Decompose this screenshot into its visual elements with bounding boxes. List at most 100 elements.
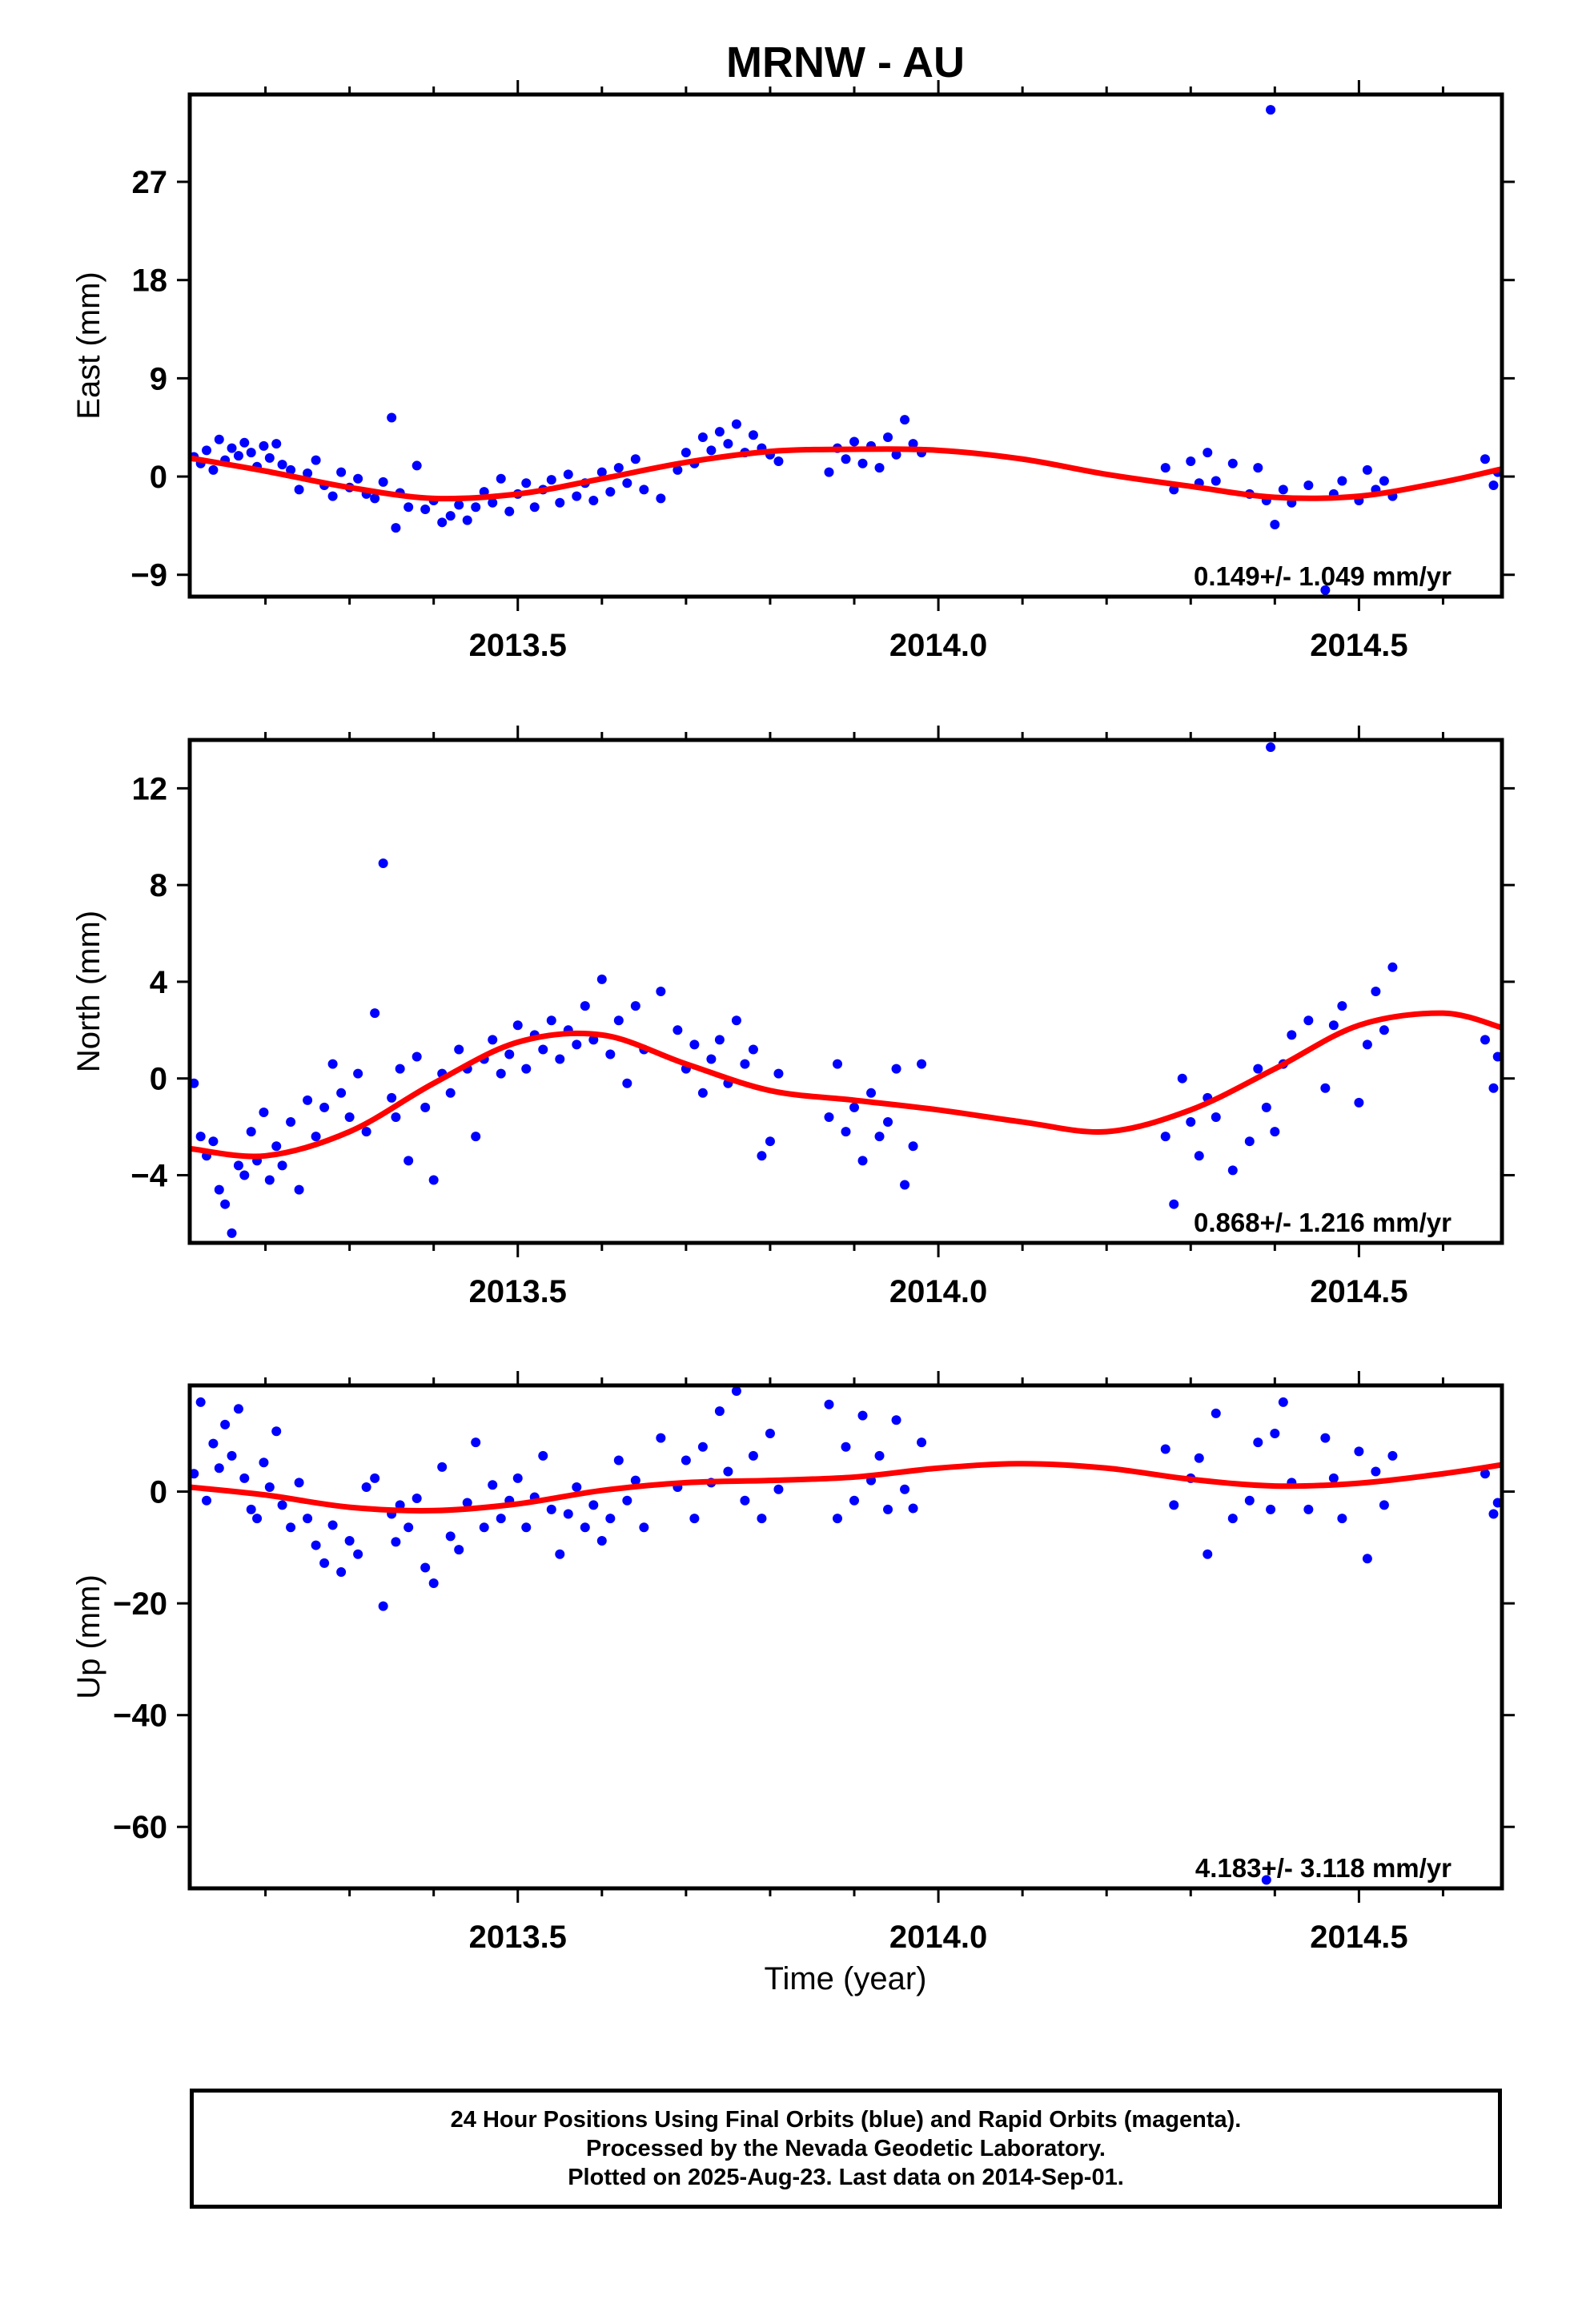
up-data-point xyxy=(512,1473,523,1483)
up-y-tick-label: −20 xyxy=(113,1586,167,1622)
up-data-point xyxy=(259,1458,269,1468)
up-data-point xyxy=(605,1514,616,1524)
up-y-axis-label: Up (mm) xyxy=(71,1574,106,1699)
east-data-point xyxy=(412,460,422,471)
north-data-point xyxy=(195,1132,206,1142)
north-data-point xyxy=(588,1035,599,1045)
north-data-point xyxy=(605,1049,616,1059)
north-data-point xyxy=(706,1054,717,1064)
footer-line-2: Processed by the Nevada Geodetic Laborat… xyxy=(586,2136,1106,2161)
up-data-point xyxy=(723,1466,733,1477)
north-data-point xyxy=(1266,742,1276,753)
up-data-point xyxy=(555,1549,565,1559)
north-data-point xyxy=(765,1136,775,1147)
up-data-point xyxy=(681,1455,691,1466)
east-data-point xyxy=(202,445,212,456)
north-data-point xyxy=(271,1141,282,1152)
up-data-point xyxy=(327,1520,338,1530)
north-data-point xyxy=(391,1112,401,1122)
up-data-point xyxy=(190,1469,199,1479)
east-data-point xyxy=(723,439,733,449)
up-data-point xyxy=(1320,1433,1331,1443)
up-data-point xyxy=(227,1450,237,1461)
north-data-point xyxy=(824,1112,834,1122)
up-x-tick-label: 2014.0 xyxy=(889,1920,987,1955)
north-data-point xyxy=(264,1175,275,1185)
up-data-point xyxy=(630,1475,640,1486)
up-velocity-label: 4.183+/- 3.118 mm/yr xyxy=(1195,1853,1452,1883)
up-data-point xyxy=(824,1399,834,1409)
up-data-point xyxy=(420,1562,431,1573)
north-data-point xyxy=(748,1044,758,1055)
east-data-point xyxy=(286,464,296,475)
up-data-point xyxy=(462,1498,472,1508)
north-data-point xyxy=(757,1151,767,1161)
east-y-axis-label: East (mm) xyxy=(71,271,106,419)
up-data-point xyxy=(370,1473,380,1483)
east-x-tick-label: 2014.0 xyxy=(889,628,987,663)
up-y-tick-label: −60 xyxy=(113,1810,167,1845)
x-axis-label: Time (year) xyxy=(765,1961,927,1996)
up-data-point xyxy=(1362,1554,1372,1564)
east-data-point xyxy=(391,523,401,533)
east-data-point xyxy=(613,463,624,473)
north-data-point xyxy=(454,1044,464,1055)
up-data-point xyxy=(697,1441,708,1452)
north-data-point xyxy=(286,1117,296,1128)
north-data-point xyxy=(673,1025,683,1035)
up-data-point xyxy=(1387,1450,1398,1461)
up-data-point xyxy=(832,1514,842,1524)
footer-line-1: 24 Hour Positions Using Final Orbits (bl… xyxy=(450,2107,1242,2133)
north-data-point xyxy=(214,1184,224,1195)
north-data-point xyxy=(849,1102,860,1112)
east-data-point xyxy=(891,449,901,460)
east-data-point xyxy=(420,504,431,514)
up-data-point xyxy=(303,1514,313,1524)
east-data-point xyxy=(303,468,313,478)
up-data-point xyxy=(428,1578,439,1589)
east-data-point xyxy=(1379,476,1389,486)
up-data-point xyxy=(195,1397,206,1407)
east-data-point xyxy=(773,456,784,466)
north-data-point xyxy=(1492,1051,1502,1062)
east-data-point xyxy=(529,502,540,513)
east-data-point xyxy=(849,436,860,447)
up-data-point xyxy=(404,1522,414,1533)
east-data-point xyxy=(673,464,683,475)
north-data-point xyxy=(1169,1199,1179,1209)
north-y-tick-label: 12 xyxy=(132,771,168,806)
north-data-point xyxy=(190,1078,199,1088)
east-data-point xyxy=(572,491,582,501)
north-data-point xyxy=(580,1001,590,1011)
east-data-point xyxy=(908,439,918,449)
up-data-point xyxy=(488,1480,498,1490)
up-data-point xyxy=(580,1522,590,1533)
north-data-point xyxy=(622,1078,632,1088)
east-x-tick-label: 2014.5 xyxy=(1310,628,1407,663)
north-data-point xyxy=(428,1175,439,1185)
north-y-tick-label: 0 xyxy=(150,1062,167,1097)
east-y-tick-label: 9 xyxy=(150,361,167,396)
up-data-point xyxy=(319,1558,330,1568)
up-data-point xyxy=(1328,1473,1339,1483)
east-data-point xyxy=(327,491,338,501)
north-panel: −4 0 4 8 12 2013.5 2014.0 2014.5 North (mm) 0.868… xyxy=(71,726,1515,1309)
north-data-point xyxy=(1186,1117,1196,1128)
north-data-point xyxy=(917,1059,927,1069)
north-data-point xyxy=(740,1059,750,1069)
north-x-tick-label: 2014.5 xyxy=(1310,1274,1407,1309)
up-data-point xyxy=(908,1503,918,1514)
north-data-point xyxy=(521,1063,532,1074)
north-data-point xyxy=(512,1020,523,1031)
east-data-point xyxy=(656,493,666,504)
north-data-point xyxy=(1488,1083,1499,1093)
north-data-point xyxy=(259,1107,269,1117)
up-data-point xyxy=(1203,1549,1213,1559)
up-x-tick-label: 2014.5 xyxy=(1310,1920,1407,1955)
east-data-point xyxy=(311,455,321,465)
east-data-point xyxy=(277,460,287,470)
north-data-point xyxy=(1244,1136,1255,1147)
east-data-point xyxy=(246,448,256,458)
up-data-point xyxy=(1488,1509,1499,1519)
